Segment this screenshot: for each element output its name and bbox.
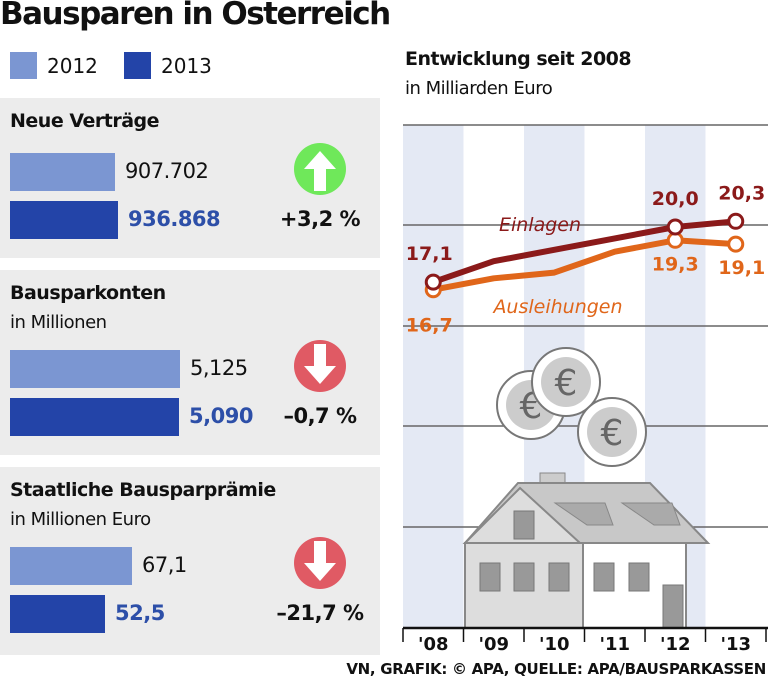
chart-subtitle: in Milliarden Euro [405, 78, 553, 99]
coin-inner [587, 407, 637, 457]
dormer [620, 502, 681, 526]
series-label-ausleihungen: Ausleihungen [491, 296, 622, 318]
value-2012: 5,125 [190, 356, 248, 380]
window [593, 562, 615, 592]
legend-2013: 2013 [124, 52, 212, 79]
window [662, 584, 684, 629]
change-percent: +3,2 % [279, 207, 361, 231]
house-illustration [462, 472, 711, 629]
dormer [553, 502, 614, 526]
data-label: 19,1 [718, 257, 765, 279]
window [628, 562, 650, 592]
page-title: Bausparen in Österreich [0, 0, 391, 32]
value-2012: 67,1 [142, 553, 187, 577]
x-tick-label: '13 [720, 634, 751, 655]
data-point [666, 218, 684, 236]
change-percent: –0,7 % [283, 404, 357, 428]
euro-icon: € [601, 413, 624, 454]
panel-1: Bausparkonten in Millionen 5,125 5,090 –… [0, 270, 380, 455]
column-band [403, 125, 464, 628]
window [513, 562, 535, 592]
value-2013: 936.868 [128, 207, 221, 231]
panel-heading: Bausparkonten [10, 282, 166, 304]
series-label-einlagen: Einlagen [499, 214, 581, 236]
x-tick-label: '09 [478, 634, 509, 655]
data-point [424, 273, 442, 291]
x-tick-label: '12 [660, 634, 691, 655]
legend-swatch [124, 52, 151, 79]
data-label: 17,1 [406, 243, 453, 265]
window [513, 510, 535, 540]
bar-2013 [10, 398, 179, 436]
panel-subtitle: in Millionen [10, 312, 107, 333]
data-label: 19,3 [652, 253, 699, 275]
euro-coin: € [531, 347, 601, 417]
value-2013: 52,5 [115, 601, 165, 625]
source-note: VN, GRAFIK: © APA, QUELLE: APA/BAUSPARKA… [346, 660, 766, 678]
panel-heading: Neue Verträge [10, 110, 160, 132]
x-tick-label: '08 [418, 634, 449, 655]
legend-2012: 2012 [10, 52, 98, 79]
data-label: 20,3 [718, 182, 765, 204]
euro-coin: € [577, 397, 647, 467]
panel-2: Staatliche Bausparprämie in Millionen Eu… [0, 467, 380, 655]
data-point [727, 235, 745, 253]
legend-swatch [10, 52, 37, 79]
arrow-down-icon [294, 537, 346, 589]
series-line-einlagen [432, 218, 737, 285]
x-tick-label: '10 [539, 634, 570, 655]
panel-heading: Staatliche Bausparprämie [10, 479, 276, 501]
arrow-down-icon [294, 340, 346, 392]
chart-title: Entwicklung seit 2008 [405, 48, 632, 70]
data-label: 16,7 [406, 315, 453, 337]
value-2012: 907.702 [125, 159, 209, 183]
legend-label: 2013 [161, 53, 212, 78]
bar-2013 [10, 595, 105, 633]
x-tick-label: '11 [599, 634, 630, 655]
bar-2012 [10, 153, 115, 191]
bar-2012 [10, 350, 180, 388]
bar-2012 [10, 547, 132, 585]
series-line-ausleihungen [432, 237, 736, 293]
euro-icon: € [555, 363, 578, 404]
change-percent: –21,7 % [276, 601, 364, 625]
legend-label: 2012 [47, 53, 98, 78]
panel-0: Neue Verträge 907.702 936.868 +3,2 % [0, 98, 380, 258]
value-2013: 5,090 [189, 404, 253, 428]
arrow-up-icon [294, 143, 346, 195]
panel-subtitle: in Millionen Euro [10, 509, 151, 530]
window [548, 562, 570, 592]
chimney [539, 472, 566, 484]
data-point [727, 212, 745, 230]
bar-2013 [10, 201, 118, 239]
window [479, 562, 501, 592]
coin-inner [541, 357, 591, 407]
data-label: 20,0 [652, 188, 699, 210]
